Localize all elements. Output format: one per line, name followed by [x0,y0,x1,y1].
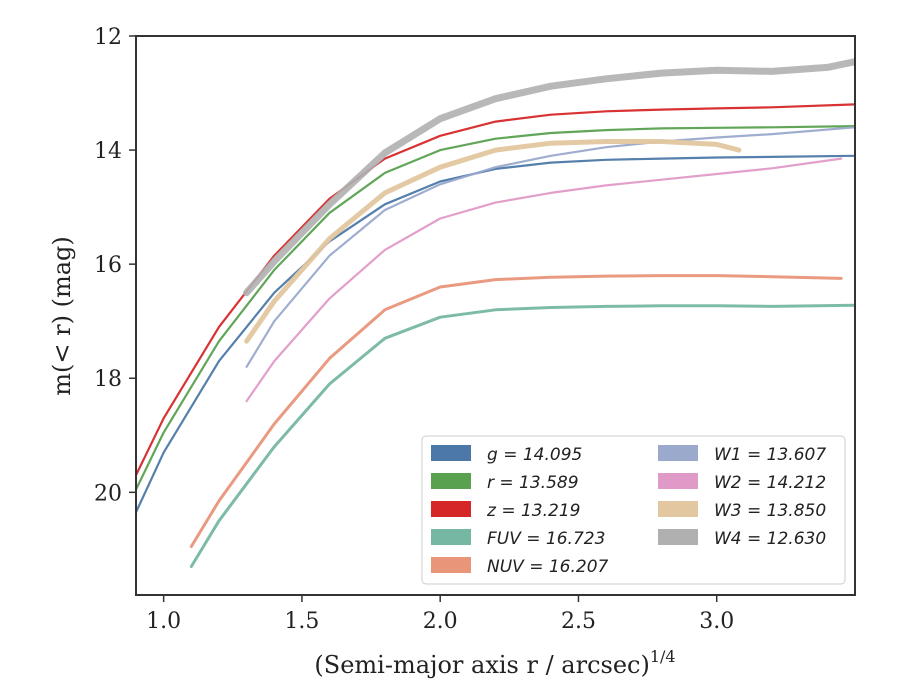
legend-label-g: g = 14.095 [487,445,582,465]
y-axis-ticks: 12 14 16 18 20 [94,25,136,506]
y-tick-label: 14 [94,139,122,164]
y-tick-label: 20 [94,481,122,506]
legend-swatch-w3 [658,501,698,517]
legend-swatch-w2 [658,473,698,489]
plot-frame [135,35,856,596]
y-tick-label: 18 [94,367,122,392]
series-layer [136,58,855,568]
x-tick-label: 2.5 [561,609,596,634]
series-line-w4 [243,58,855,297]
x-axis-label-superscript: 1/4 [650,647,676,666]
legend-label-w4: W4 = 12.630 [714,529,826,549]
legend-swatch-w4 [658,529,698,545]
series-line-w3 [244,139,742,344]
legend-label-w1: W1 = 13.607 [714,445,826,465]
x-tick-label: 3.0 [699,609,734,634]
series-line-r [136,125,855,491]
legend-label-z: z = 13.219 [486,501,580,521]
series-line-w1 [245,126,855,368]
y-tick-label: 12 [94,25,122,50]
legend-label-w3: W3 = 13.850 [714,501,826,521]
legend-label-r: r = 13.589 [487,473,579,493]
legend-swatch-g [431,445,471,461]
legend-swatch-z [431,501,471,517]
series-line-nuv [189,274,843,548]
legend-label-nuv: NUV = 16.207 [487,557,609,577]
series-line-w2 [245,157,843,403]
legend-swatch-w1 [658,445,698,461]
legend: g = 14.095 r = 13.589 z = 13.219 FUV = 16.7… [421,435,846,585]
legend-label-w2: W2 = 14.212 [714,473,826,493]
x-tick-label: 1.5 [284,609,319,634]
x-tick-label: 2.0 [423,609,458,634]
x-axis-label-main: (Semi-major axis r / arcsec) [314,651,649,679]
y-tick-label: 16 [94,253,122,278]
series-line-fuv [189,303,855,568]
legend-items: g = 14.095 r = 13.589 z = 13.219 FUV = 16.7… [431,445,826,577]
legend-swatch-r [431,473,471,489]
legend-label-fuv: FUV = 16.723 [487,529,605,549]
legend-swatch-fuv [431,529,471,545]
x-axis-label: (Semi-major axis r / arcsec)1/4 [314,647,675,679]
x-tick-label: 1.0 [146,609,181,634]
y-axis-label: m(< r) (mag) [48,236,76,395]
x-axis-ticks: 1.0 1.5 2.0 2.5 3.0 [146,595,734,634]
legend-box [421,435,846,585]
series-line-z [136,103,855,477]
legend-swatch-nuv [431,557,471,573]
